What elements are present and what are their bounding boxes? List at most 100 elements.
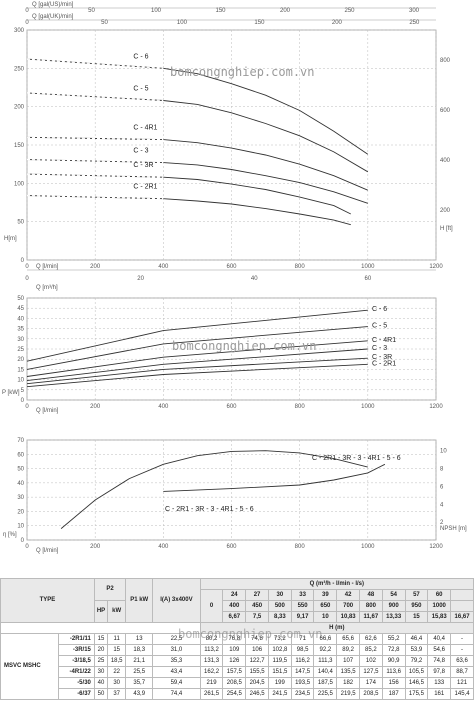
y-tick-label: 30 [17, 337, 24, 343]
head-value: 79,2 [404, 655, 429, 667]
head-x-label: Q [l/min] [36, 264, 59, 270]
current-value: 43,4 [152, 666, 201, 678]
head-value: 208,5 [222, 677, 247, 689]
x-tick-label: 1000 [361, 404, 375, 410]
q-value: 27 [245, 589, 269, 601]
hp-value: 20 [93, 644, 109, 656]
curve-c-4r1 [26, 136, 368, 191]
head-value: 219 [199, 677, 224, 689]
head-value: 127,5 [359, 666, 383, 678]
head-value: 121 [450, 677, 474, 689]
head-value: 62,6 [359, 633, 383, 645]
eff-curve-label: C - 2R1 - 3R - 3 - 4R1 - 5 - 6 [312, 455, 401, 462]
curve-c-3r [26, 357, 368, 385]
head-value: 74,8 [245, 633, 269, 645]
table-cell [0, 622, 201, 634]
q-value [450, 600, 474, 612]
head-value: 155,5 [245, 666, 269, 678]
q-value: 33 [290, 589, 315, 601]
curve-c-2r1 [26, 363, 368, 388]
q-value: 13,33 [381, 611, 406, 623]
head-value: 98,5 [290, 644, 315, 656]
kw-value: 18,5 [107, 655, 127, 667]
uk-tick-label: 100 [177, 20, 188, 26]
q-value: 900 [381, 600, 406, 612]
q-value: 10 [313, 611, 338, 623]
q-value: 6,67 [222, 611, 247, 623]
right-tick-label: 600 [440, 108, 451, 114]
head-value: 193,5 [290, 677, 315, 689]
head-value: 116,2 [290, 655, 315, 667]
p1-value: 21,1 [125, 655, 154, 667]
us-tick-label: 100 [151, 8, 162, 14]
q-value: 400 [222, 600, 247, 612]
q-value: 24 [222, 589, 247, 601]
current-value: 22,5 [152, 633, 201, 645]
pump-curves-figure: Q [gal(US)/min] Q [gal(UK)/min] H[m] H [… [2, 2, 467, 554]
p1-value: 18,3 [125, 644, 154, 656]
y-tick-label: 70 [17, 438, 24, 444]
head-value: 46,4 [404, 633, 429, 645]
q-value: 650 [313, 600, 338, 612]
series-label: C - 3R [372, 354, 392, 361]
q-header: Q (m³/h - l/min - l/s) [199, 578, 474, 590]
y-tick-label: 15 [17, 367, 24, 373]
q-value: 550 [290, 600, 315, 612]
head-value: 74,8 [427, 655, 452, 667]
x-tick-label: 400 [158, 544, 169, 550]
head-value: 65,6 [336, 633, 361, 645]
head-value: 113,6 [381, 666, 406, 678]
head-value: - [450, 633, 474, 645]
head-value: 151,5 [267, 666, 292, 678]
y-tick-label: 100 [14, 181, 25, 187]
head-value: - [450, 644, 474, 656]
series-label: C - 2R1 [133, 184, 157, 191]
p1-header: P1 kW [125, 578, 154, 623]
kw-value: 30 [107, 677, 127, 689]
head-value: 72,8 [381, 644, 406, 656]
head-value: 157,5 [222, 666, 247, 678]
us-tick-label: 150 [216, 8, 227, 14]
power-y-label: P [kW] [2, 390, 20, 396]
series-label: C - 3 [372, 345, 387, 352]
head-value: 53,9 [404, 644, 429, 656]
uk-tick-label: 150 [254, 20, 265, 26]
right-tick-label: 800 [440, 58, 451, 64]
head-value: 106 [245, 644, 269, 656]
head-value: 102,8 [267, 644, 292, 656]
m3h-tick-label: 20 [137, 276, 144, 282]
model-name: -3R/15 [57, 644, 95, 656]
series-label: C - 4R1 [372, 337, 396, 344]
head-value: 146,5 [404, 677, 429, 689]
head-value: 40,4 [427, 633, 452, 645]
efficiency-chart: η [%] NPSH [m] Q [l/min] 0 200 400 600 800 10… [3, 438, 467, 554]
series-label: C - 4R1 [133, 125, 157, 132]
q-value: 10,83 [336, 611, 361, 623]
head-value: 246,5 [245, 688, 269, 700]
q-value: 500 [267, 600, 292, 612]
curve-c-3 [26, 159, 368, 204]
right-tick-label: 400 [440, 158, 451, 164]
curve-c-6 [26, 309, 368, 362]
model-name: -3/18,5 [57, 655, 95, 667]
head-value: 105,5 [404, 666, 429, 678]
y-tick-label: 35 [17, 327, 24, 333]
q-value [450, 589, 474, 601]
kw-header: kW [107, 600, 127, 623]
head-value: 175,5 [404, 688, 429, 700]
q-value: 48 [359, 589, 383, 601]
table-row: -5/30 40 30 35,7 59,4 219 208,5 204,5 199 193,5 18… [1, 677, 474, 689]
series-label: C - 6 [372, 306, 387, 313]
m3h-tick-label: 60 [364, 276, 371, 282]
npsh-curve-label: C - 2R1 - 3R - 3 - 4R1 - 5 - 6 [165, 506, 254, 513]
table-header-row: TYPE P2 P1 kW I(A) 3x400V Q (m³/h - l/min - … [0, 578, 474, 623]
current-value: 74,4 [152, 688, 201, 700]
hp-value: 50 [93, 688, 109, 700]
head-value: 219,5 [336, 688, 361, 700]
head-value: 161 [427, 688, 452, 700]
p1-value: 35,7 [125, 677, 154, 689]
x-tick-label: 200 [90, 544, 101, 550]
series-label: C - 5 [133, 86, 148, 93]
q-value: 450 [245, 600, 269, 612]
x-tick-label: 1000 [361, 544, 375, 550]
